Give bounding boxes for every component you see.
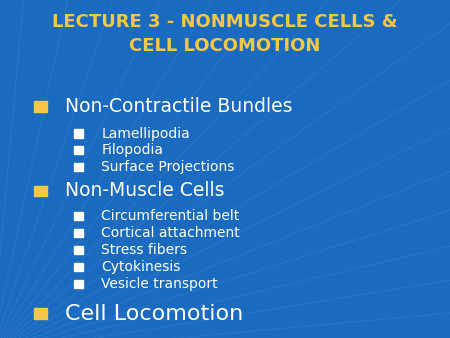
Bar (74, 229, 83, 237)
Text: Vesicle transport: Vesicle transport (101, 277, 218, 291)
Bar (34, 101, 47, 112)
Text: Circumferential belt: Circumferential belt (101, 209, 239, 223)
Text: Cortical attachment: Cortical attachment (101, 226, 240, 240)
Bar (74, 263, 83, 271)
Text: Surface Projections: Surface Projections (101, 160, 234, 174)
Text: Cytokinesis: Cytokinesis (101, 260, 180, 274)
Bar (34, 308, 47, 319)
Text: Non-Muscle Cells: Non-Muscle Cells (65, 182, 225, 200)
Text: Non-Contractile Bundles: Non-Contractile Bundles (65, 97, 293, 116)
Bar (74, 163, 83, 171)
Bar (74, 246, 83, 254)
Text: Lamellipodia: Lamellipodia (101, 126, 190, 141)
Text: LECTURE 3 - NONMUSCLE CELLS &: LECTURE 3 - NONMUSCLE CELLS & (52, 13, 398, 31)
Text: CELL LOCOMOTION: CELL LOCOMOTION (129, 37, 321, 55)
Text: Stress fibers: Stress fibers (101, 243, 187, 257)
Text: Filopodia: Filopodia (101, 143, 163, 158)
Text: Cell Locomotion: Cell Locomotion (65, 304, 243, 324)
Bar (74, 129, 83, 138)
Bar (74, 212, 83, 220)
Bar (34, 186, 47, 196)
Bar (74, 146, 83, 154)
Bar (74, 280, 83, 288)
